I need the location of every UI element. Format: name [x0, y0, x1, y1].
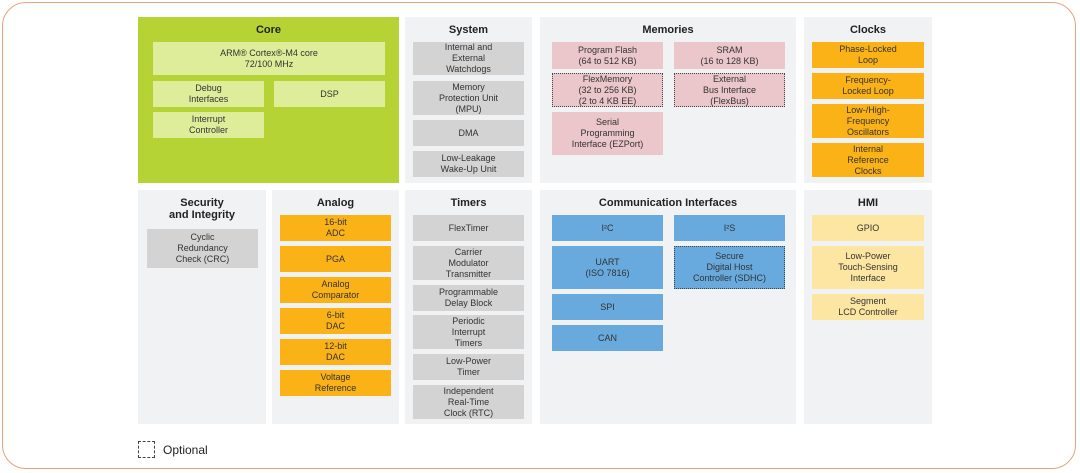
block-analog: 16-bit ADC — [280, 215, 391, 241]
block-comm: I²S — [674, 215, 785, 241]
block-system: Memory Protection Unit (MPU) — [413, 81, 524, 115]
block-system: DMA — [413, 120, 524, 146]
optional-legend-label: Optional — [163, 443, 208, 457]
block-hmi: Segment LCD Controller — [812, 294, 924, 320]
panel-title: Communication Interfaces — [598, 197, 738, 209]
block-comm: SPI — [552, 294, 663, 320]
block-memories-optional: FlexMemory (32 to 256 KB) (2 to 4 KB EE) — [552, 73, 663, 107]
block-system: Low-Leakage Wake-Up Unit — [413, 151, 524, 177]
block-clocks: Internal Reference Clocks — [812, 143, 924, 177]
block-timers: Programmable Delay Block — [413, 285, 524, 311]
block-core: Interrupt Controller — [153, 112, 264, 138]
block-core: ARM® Cortex®-M4 core 72/100 MHz — [153, 42, 385, 75]
block-analog: PGA — [280, 246, 391, 272]
block-analog: Analog Comparator — [280, 277, 391, 303]
block-clocks: Low-/High- Frequency Oscillators — [812, 104, 924, 138]
block-analog: 6-bit DAC — [280, 308, 391, 334]
panel-title: Analog — [316, 197, 355, 209]
block-timers: Low-Power Timer — [413, 354, 524, 380]
block-memories: SRAM (16 to 128 KB) — [674, 42, 785, 69]
block-hmi: Low-Power Touch-Sensing Interface — [812, 246, 924, 289]
block-memories-optional: External Bus Interface (FlexBus) — [674, 73, 785, 107]
block-timers: Independent Real-Time Clock (RTC) — [413, 385, 524, 419]
panel-title: Clocks — [849, 24, 887, 36]
block-timers: Carrier Modulator Transmitter — [413, 246, 524, 280]
panel-title: Memories — [642, 24, 694, 36]
block-analog: Voltage Reference — [280, 370, 391, 396]
panel-title: System — [448, 24, 489, 36]
panel-title: Security and Integrity — [168, 197, 235, 221]
panel-title: HMI — [857, 197, 879, 209]
block-comm: UART (ISO 7816) — [552, 246, 663, 289]
block-memories: Program Flash (64 to 512 KB) — [552, 42, 663, 69]
panel-title: Timers — [450, 197, 487, 209]
block-security: Cyclic Redundancy Check (CRC) — [147, 229, 258, 268]
optional-legend-swatch — [138, 441, 155, 458]
block-system: Internal and External Watchdogs — [413, 42, 524, 75]
block-timers: Periodic Interrupt Timers — [413, 315, 524, 349]
block-comm-optional: Secure Digital Host Controller (SDHC) — [674, 246, 785, 289]
block-comm: CAN — [552, 325, 663, 351]
block-hmi: GPIO — [812, 215, 924, 241]
panel-title: Core — [255, 24, 282, 36]
block-clocks: Frequency- Locked Loop — [812, 73, 924, 99]
block-analog: 12-bit DAC — [280, 339, 391, 365]
block-clocks: Phase-Locked Loop — [812, 42, 924, 68]
block-core: DSP — [274, 81, 385, 107]
block-core: Debug Interfaces — [153, 81, 264, 107]
block-timers: FlexTimer — [413, 215, 524, 241]
panel-security: Security and Integrity — [138, 190, 266, 424]
block-memories: Serial Programming Interface (EZPort) — [552, 112, 663, 155]
block-comm: I²C — [552, 215, 663, 241]
